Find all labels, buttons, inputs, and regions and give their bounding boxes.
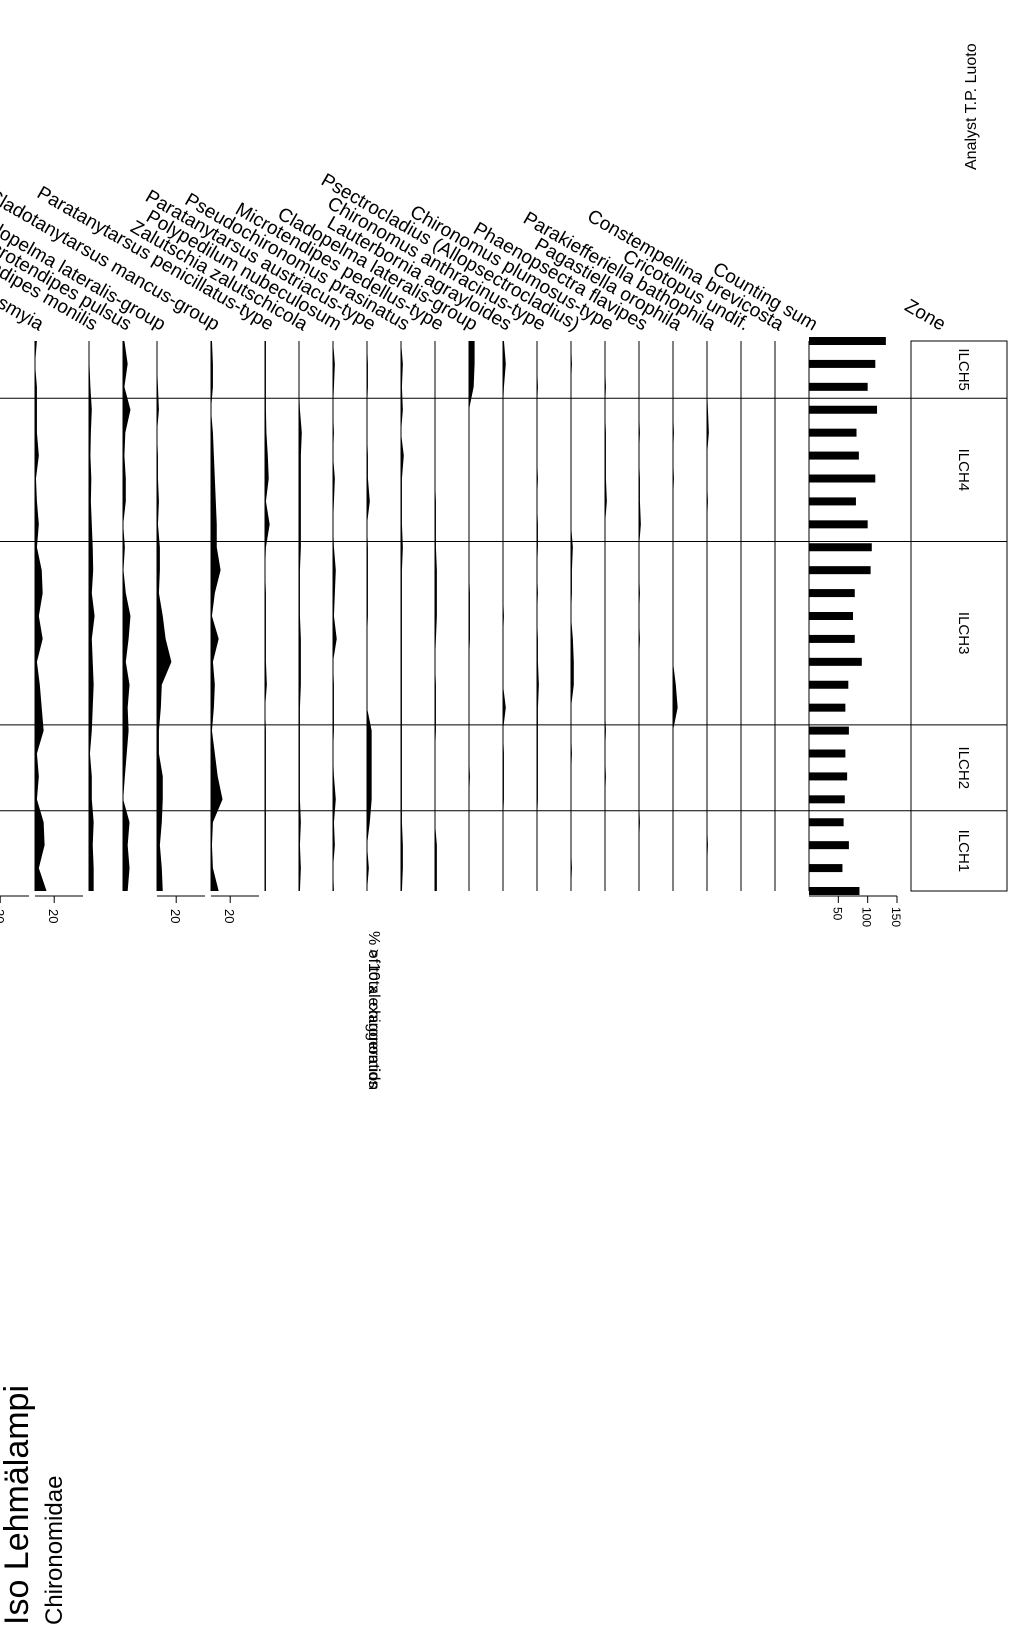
counting-bar xyxy=(809,359,876,368)
zone-name: ILCH2 xyxy=(955,747,972,790)
counting-bar xyxy=(809,703,846,712)
counting-bar xyxy=(808,634,855,643)
counting-bar xyxy=(809,520,868,529)
counting-bar xyxy=(809,887,860,895)
counting-bar xyxy=(808,405,878,414)
counting-tick-label: 150 xyxy=(889,907,903,927)
taxon-area xyxy=(571,341,574,891)
counting-bar xyxy=(809,795,845,804)
diagram-frame: ILCH5ILCH4ILCH3ILCH2ILCH1ZoneLithology01… xyxy=(0,295,1008,892)
taxon-area xyxy=(673,341,678,891)
zone-frame xyxy=(910,340,1008,892)
counting-bar xyxy=(809,612,853,620)
counting-bar xyxy=(809,382,868,391)
scale-label: 20 xyxy=(168,909,183,923)
taxon-area xyxy=(435,341,437,891)
diagram-labels: % of total chironomids> 10 x exaggeratio… xyxy=(365,931,382,1090)
taxon-area xyxy=(367,341,372,891)
counting-bar xyxy=(809,680,849,689)
zone-box: ILCH5 ILCH4 ILCH3 ILCH2 ILCH1 Zone xyxy=(0,295,1008,892)
counting-tick-label: 50 xyxy=(830,907,844,921)
taxon-area xyxy=(123,341,131,891)
counting-bar xyxy=(809,497,856,506)
counting-bar xyxy=(809,428,857,437)
zone-name: ILCH3 xyxy=(955,612,972,655)
taxa-panels: 20Psectrocladius septentrionalis-group20… xyxy=(0,170,903,928)
counting-bar xyxy=(809,337,886,345)
taxon-area xyxy=(333,341,337,891)
taxon-panel: 20Heterotrissocladius sordidellus-group xyxy=(0,895,29,923)
scale-label: 20 xyxy=(0,909,7,923)
scale-label: 20 xyxy=(222,909,237,923)
counting-bar xyxy=(808,589,855,598)
counting-bar xyxy=(809,749,846,758)
note-line-1: % of total chironomids xyxy=(365,931,382,1088)
zone-name: ILCH5 xyxy=(955,348,972,391)
zone-name: ILCH4 xyxy=(955,449,972,492)
counting-bar xyxy=(809,657,862,666)
zone-name: ILCH1 xyxy=(955,830,972,873)
taxon-area xyxy=(299,341,302,891)
counting-tick-label: 100 xyxy=(860,907,874,927)
note-line-2: > 10 x exaggeration xyxy=(365,949,382,1090)
taxon-panel: Dicrotendipes monilis xyxy=(0,227,101,891)
taxon-area xyxy=(211,341,223,891)
scale-label: 20 xyxy=(46,909,61,923)
taxon-area xyxy=(401,341,404,891)
taxon-area xyxy=(157,341,172,891)
taxon-area xyxy=(503,341,506,891)
counting-bar xyxy=(808,726,849,735)
taxon-area xyxy=(469,341,475,891)
counting-bar xyxy=(808,772,848,781)
counting-bar xyxy=(809,451,859,460)
taxon-panel: Microtendipes pulsus xyxy=(0,228,135,891)
taxon-area xyxy=(89,341,95,891)
counting-bar xyxy=(808,841,849,850)
taxon-panel: Pagastiella orophila xyxy=(531,234,685,891)
zone-label: Zone xyxy=(901,295,949,335)
counting-bar xyxy=(808,818,844,827)
counting-bar xyxy=(809,864,843,873)
counting-bar xyxy=(809,566,871,575)
counting-bar xyxy=(808,543,872,552)
taxon-area xyxy=(35,341,47,891)
counting-bar xyxy=(809,474,876,483)
taxon-area xyxy=(265,341,270,891)
